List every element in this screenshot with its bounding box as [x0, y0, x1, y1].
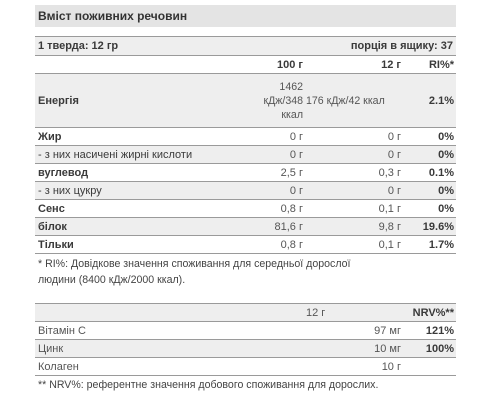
nutrient-label: - з них цукру: [38, 184, 102, 197]
ri-footnote-line1: * RI%: Довідкове значення споживання для…: [38, 258, 351, 270]
nutrient-row: - з них насичені жирні кислоти 0 г 0 г 0%: [35, 145, 456, 163]
nutrient-row: білок 81,6 г 9,8 г 19.6%: [35, 217, 456, 235]
nutrient-ri: 0%: [438, 148, 454, 161]
vitamin-rows: Вітамін С 97 мг 121% Цинк 10 мг 100% Колаген 10…: [35, 322, 456, 375]
serving-row: 1 тверда: 12 гр порція в ящику: 37: [35, 36, 456, 56]
vitamin-header-nrv: NRV%**: [412, 306, 454, 319]
servings-per-box: порція в ящику: 37: [350, 40, 453, 52]
table-title: Вміст поживних речовин: [35, 5, 456, 27]
energy-per100-line2: кДж/348: [263, 94, 303, 107]
nutrient-per100: 0 г: [289, 184, 303, 197]
nutrient-label: Сенс: [38, 202, 65, 215]
nutrient-ri: 1.7%: [428, 238, 454, 251]
nutrient-per100: 0 г: [289, 148, 303, 161]
vitamin-row: Колаген 10 г: [35, 358, 456, 375]
energy-label: Енергія: [38, 94, 79, 107]
vitamin-nrv: 121%: [425, 324, 454, 337]
nutrient-per100: 0,8 г: [280, 202, 303, 215]
nutrient-ri: 19.6%: [422, 220, 454, 233]
nutrient-label: білок: [38, 220, 67, 233]
nutrient-ri: 0%: [438, 202, 454, 215]
vitamin-nrv: 100%: [425, 342, 454, 355]
vitamin-header-12g: 12 г: [306, 306, 326, 319]
nutrient-row: Жир 0 г 0 г 0%: [35, 127, 456, 145]
vitamin-header-row: 12 г NRV%**: [35, 303, 456, 322]
nutrient-per12: 0 г: [387, 130, 401, 143]
energy-ri: 2.1%: [428, 94, 454, 107]
column-header-row: 100 г 12 г RI%*: [35, 56, 456, 73]
nutrient-ri: 0%: [438, 184, 454, 197]
vitamin-per12: 10 мг: [374, 342, 401, 355]
nutrient-label: вуглевод: [38, 166, 89, 179]
nutrient-label: Жир: [38, 130, 62, 143]
vitamin-label: Цинк: [38, 342, 64, 355]
nutrient-row: Сенс 0,8 г 0,1 г 0%: [35, 199, 456, 217]
header-100g: 100 г: [277, 58, 303, 71]
vitamin-row: Вітамін С 97 мг 121%: [35, 322, 456, 339]
nrv-footnote: ** NRV%: референтне значення добового сп…: [35, 375, 456, 393]
nutrient-per100: 2,5 г: [280, 166, 303, 179]
vitamin-per12: 97 мг: [374, 324, 401, 337]
nutrient-per12: 0,3 г: [378, 166, 401, 179]
energy-per12: 176 кДж/42 ккал: [306, 94, 385, 107]
nutrient-row: вуглевод 2,5 г 0,3 г 0.1%: [35, 163, 456, 181]
nutrient-per100: 0 г: [289, 130, 303, 143]
energy-row: Енергія 1462 кДж/348 ккал 176 кДж/42 кка…: [35, 73, 456, 127]
nutrient-per12: 9,8 г: [378, 220, 401, 233]
vitamin-label: Вітамін С: [38, 324, 86, 337]
header-12g: 12 г: [381, 58, 401, 71]
nutrient-label: Тільки: [38, 238, 74, 251]
vitamin-row: Цинк 10 мг 100%: [35, 339, 456, 358]
energy-per100-line1: 1462: [279, 80, 303, 93]
serving-size: 1 тверда: 12 гр: [38, 40, 119, 52]
ri-footnote: * RI%: Довідкове значення споживання для…: [35, 253, 456, 288]
nutrient-per12: 0,1 г: [378, 238, 401, 251]
energy-per100-line3: ккал: [281, 108, 303, 121]
header-ri: RI%*: [428, 58, 454, 71]
nutrient-per12: 0,1 г: [378, 202, 401, 215]
nutrient-ri: 0%: [438, 130, 454, 143]
vitamin-per12: 10 г: [381, 360, 401, 373]
nutrient-per12: 0 г: [387, 184, 401, 197]
vitamin-label: Колаген: [38, 360, 79, 373]
nutrient-ri: 0.1%: [428, 166, 454, 179]
nutrition-table: Вміст поживних речовин 1 тверда: 12 гр п…: [35, 0, 456, 393]
nutrient-label: - з них насичені жирні кислоти: [38, 148, 193, 161]
nutrient-per12: 0 г: [387, 148, 401, 161]
nutrient-per100: 0,8 г: [280, 238, 303, 251]
nutrient-row: Тільки 0,8 г 0,1 г 1.7%: [35, 235, 456, 253]
nutrient-per100: 81,6 г: [274, 220, 303, 233]
ri-footnote-line2: людини (8400 кДж/2000 ккал).: [38, 274, 186, 286]
nutrient-row: - з них цукру 0 г 0 г 0%: [35, 181, 456, 199]
